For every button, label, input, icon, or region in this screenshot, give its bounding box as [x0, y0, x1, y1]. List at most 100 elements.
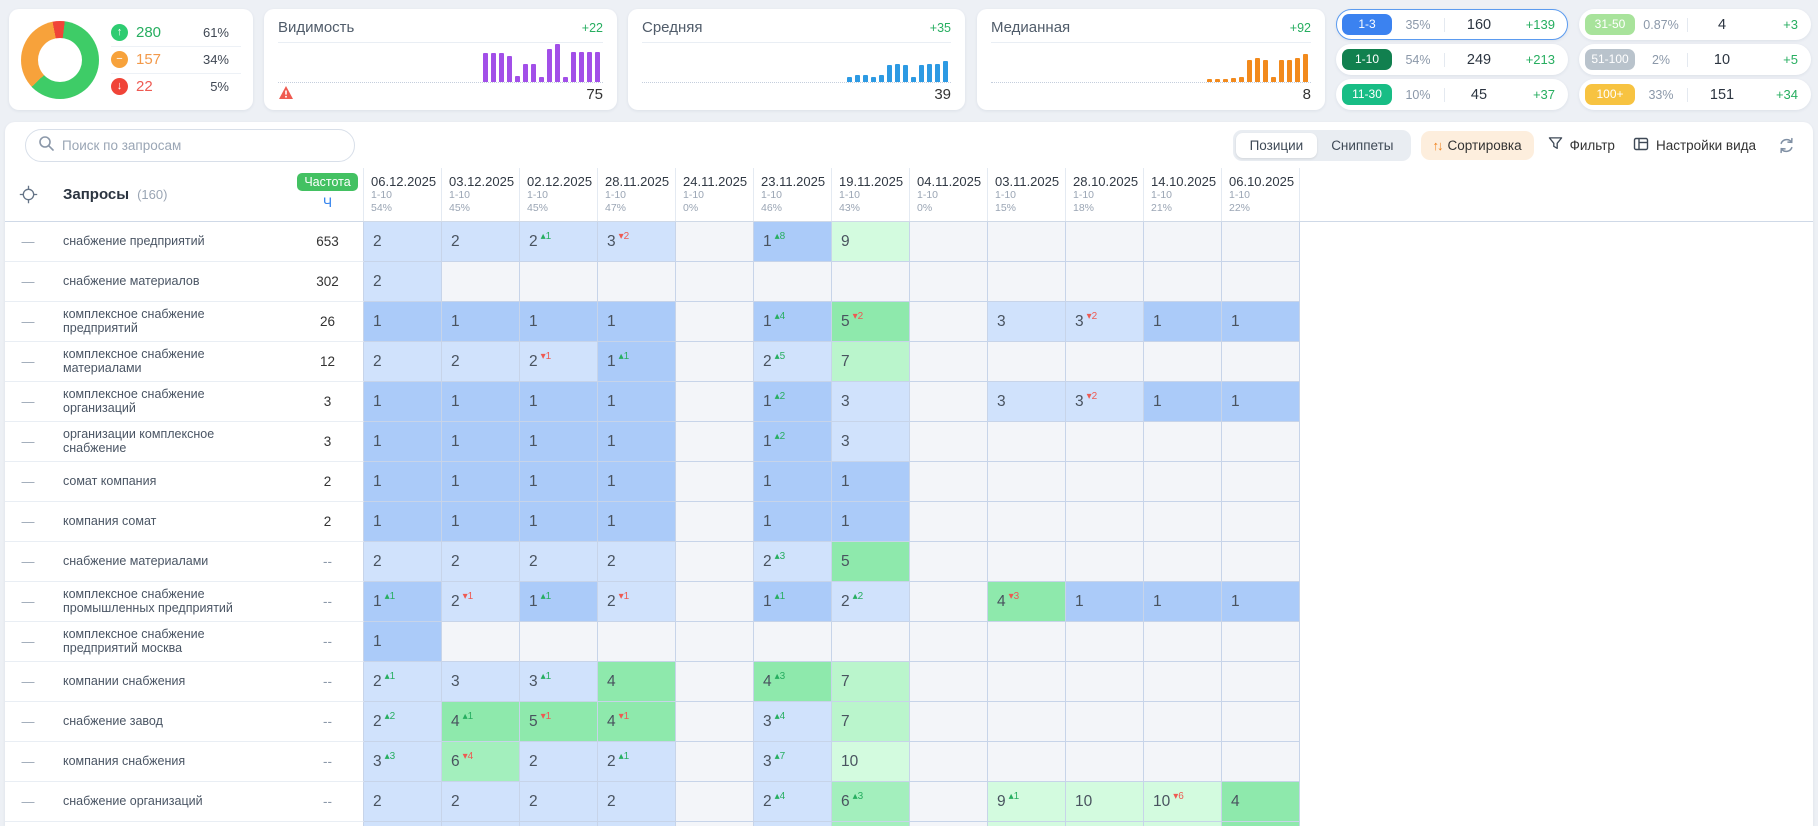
position-cell[interactable] [910, 582, 988, 622]
row-target-marker[interactable]: — [5, 262, 51, 302]
position-cell[interactable]: 1 [1222, 582, 1300, 622]
position-cell[interactable]: 2 ▴1 [520, 222, 598, 262]
position-cell[interactable] [1222, 262, 1300, 302]
row-target-marker[interactable]: — [5, 422, 51, 462]
frequency-badge[interactable]: Частота [297, 173, 358, 191]
position-cell[interactable] [676, 622, 754, 662]
position-cell[interactable] [1066, 662, 1144, 702]
position-cell[interactable] [988, 262, 1066, 302]
position-cell[interactable]: 1 [598, 302, 676, 342]
position-cell[interactable]: 4 ▾3 [988, 582, 1066, 622]
position-cell[interactable] [676, 382, 754, 422]
position-cell[interactable] [676, 782, 754, 822]
position-cell[interactable] [676, 742, 754, 782]
position-cell[interactable]: 3 [832, 382, 910, 422]
position-cell[interactable]: 2 [364, 782, 442, 822]
position-cell[interactable] [676, 702, 754, 742]
range-card-1-10[interactable]: 1-10 54% 249 +213 [1336, 44, 1568, 75]
position-cell[interactable]: 3 ▴3 [364, 742, 442, 782]
position-cell[interactable] [988, 502, 1066, 542]
position-cell[interactable]: 1 [1144, 582, 1222, 622]
position-cell[interactable]: 2 ▴5 [754, 342, 832, 382]
query-cell[interactable]: комплексное снабжение материалами [51, 342, 292, 382]
position-cell[interactable] [1144, 662, 1222, 702]
position-cell[interactable]: 4 ▴1 [442, 702, 520, 742]
position-cell[interactable]: 1 ▴1 [364, 582, 442, 622]
position-cell[interactable]: 2 [598, 542, 676, 582]
query-cell[interactable]: снабжение предприятий [51, 222, 292, 262]
position-cell[interactable]: 3 ▴7 [754, 742, 832, 782]
position-cell[interactable] [1144, 542, 1222, 582]
position-cell[interactable]: 1 [832, 502, 910, 542]
position-cell[interactable]: 1 [1222, 382, 1300, 422]
position-cell[interactable] [988, 542, 1066, 582]
query-cell[interactable]: сомат компания [51, 462, 292, 502]
position-cell[interactable]: 10 [1066, 782, 1144, 822]
position-cell[interactable] [1222, 542, 1300, 582]
position-cell[interactable]: 2 ▾1 [598, 582, 676, 622]
row-target-marker[interactable]: — [5, 302, 51, 342]
position-cell[interactable]: 1 ▴2 [754, 422, 832, 462]
position-cell[interactable]: 1 [754, 462, 832, 502]
position-cell[interactable]: 2 [442, 782, 520, 822]
search-input[interactable] [62, 137, 342, 153]
date-column-header[interactable]: 23.11.2025 1-10 46% [754, 168, 832, 221]
position-cell[interactable] [676, 222, 754, 262]
position-cell[interactable] [1066, 422, 1144, 462]
position-cell[interactable] [676, 302, 754, 342]
sort-button[interactable]: ↑↓ Сортировка [1420, 130, 1534, 160]
range-card-11-30[interactable]: 11-30 10% 45 +37 [1336, 79, 1568, 110]
position-cell[interactable] [910, 622, 988, 662]
position-cell[interactable] [910, 542, 988, 582]
date-column-header[interactable]: 28.11.2025 1-10 47% [598, 168, 676, 221]
position-cell[interactable]: 1 [598, 502, 676, 542]
position-cell[interactable] [1066, 262, 1144, 302]
position-cell[interactable]: 1 [442, 422, 520, 462]
sync-icon[interactable] [1778, 137, 1795, 154]
position-cell[interactable] [1066, 342, 1144, 382]
position-cell[interactable]: 4 [1222, 782, 1300, 822]
position-cell[interactable]: 1 [364, 622, 442, 662]
position-cell[interactable] [1066, 222, 1144, 262]
query-cell[interactable]: комплексное снабжение предприятий [51, 302, 292, 342]
position-cell[interactable]: 5 ▾1 [520, 702, 598, 742]
date-column-header[interactable]: 06.12.2025 1-10 54% [364, 168, 442, 221]
position-cell[interactable] [1144, 342, 1222, 382]
position-cell[interactable] [832, 262, 910, 302]
query-cell[interactable]: комплексное снабжение предприятий москва [51, 622, 292, 662]
position-cell[interactable]: 9 ▴1 [988, 782, 1066, 822]
position-cell[interactable] [910, 302, 988, 342]
position-cell[interactable] [520, 262, 598, 302]
position-cell[interactable] [1222, 502, 1300, 542]
date-column-header[interactable]: 03.12.2025 1-10 45% [442, 168, 520, 221]
position-cell[interactable]: 2 ▴1 [364, 662, 442, 702]
position-cell[interactable]: 1 ▴1 [598, 342, 676, 382]
date-column-header[interactable]: 03.11.2025 1-10 15% [988, 168, 1066, 221]
position-cell[interactable]: 1 [520, 462, 598, 502]
position-cell[interactable] [1222, 222, 1300, 262]
position-cell[interactable]: 2 ▴2 [832, 582, 910, 622]
query-cell[interactable]: снабжение организаций [51, 782, 292, 822]
date-column-header[interactable]: 14.10.2025 1-10 21% [1144, 168, 1222, 221]
position-cell[interactable] [988, 422, 1066, 462]
query-cell[interactable]: организации комплексное снабжение [51, 422, 292, 462]
position-cell[interactable]: 3 [442, 662, 520, 702]
position-cell[interactable] [1066, 702, 1144, 742]
position-cell[interactable]: 1 [364, 382, 442, 422]
position-cell[interactable]: 7 [832, 342, 910, 382]
average-panel[interactable]: Средняя +35 39 [628, 9, 965, 110]
position-cell[interactable] [1066, 462, 1144, 502]
position-cell[interactable] [676, 582, 754, 622]
row-target-marker[interactable]: — [5, 782, 51, 822]
position-cell[interactable]: 2 [364, 222, 442, 262]
row-target-marker[interactable]: — [5, 502, 51, 542]
row-target-marker[interactable]: — [5, 662, 51, 702]
position-cell[interactable]: 1 ▴4 [754, 302, 832, 342]
position-cell[interactable]: 1 ▴8 [754, 222, 832, 262]
position-cell[interactable]: 2 [442, 222, 520, 262]
position-cell[interactable]: 2 [442, 542, 520, 582]
position-cell[interactable] [520, 622, 598, 662]
date-column-header[interactable]: 24.11.2025 1-10 0% [676, 168, 754, 221]
position-cell[interactable] [910, 782, 988, 822]
position-cell[interactable]: 1 [598, 422, 676, 462]
